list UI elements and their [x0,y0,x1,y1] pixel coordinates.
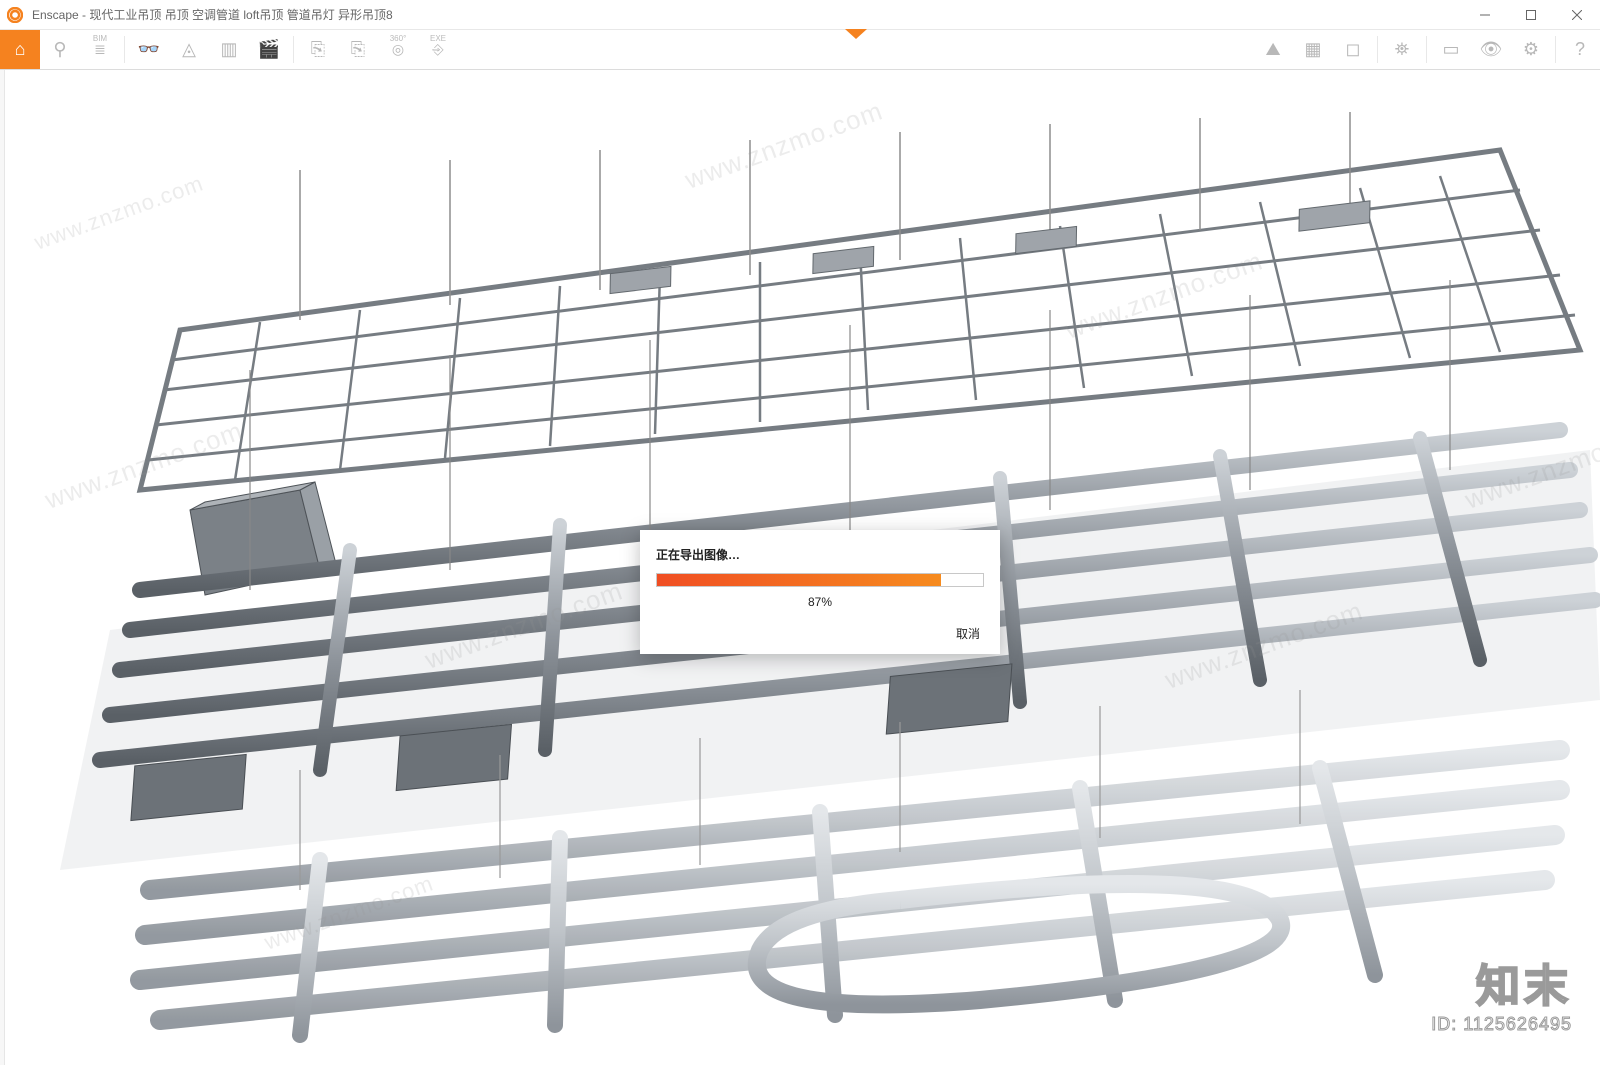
cancel-button[interactable]: 取消 [952,625,984,643]
cube-icon[interactable]: ◻ [1333,30,1373,69]
perspective-icon[interactable]: ◬ [169,30,209,69]
bim-icon[interactable]: ≣BIM [80,30,120,69]
gallery-icon[interactable]: ▦ [1293,30,1333,69]
clapper-icon[interactable]: 🎬 [249,30,289,69]
progress-percent: 87% [656,595,984,609]
toolbar-notch-icon [845,29,867,39]
progress-bar-fill [657,574,941,586]
app-logo-icon [0,0,30,30]
pin-icon[interactable]: ⚲ [40,30,80,69]
buildings-icon[interactable]: ▥ [209,30,249,69]
window-minimize-button[interactable] [1462,0,1508,30]
dialog-title: 正在导出图像… [656,546,984,563]
vr-icon[interactable]: ▭ [1431,30,1471,69]
eye-icon[interactable]: 👁 [1471,30,1511,69]
people-icon[interactable]: ⛯ [1382,30,1422,69]
window-maximize-button[interactable] [1508,0,1554,30]
export-exe-icon[interactable]: ⎆EXE [418,30,458,69]
home-icon[interactable]: ⌂ [0,30,40,69]
progress-bar [656,573,984,587]
export-pano-icon[interactable]: ◎360° [378,30,418,69]
export-batch-icon[interactable]: ⎘ [338,30,378,69]
help-icon[interactable]: ? [1560,30,1600,69]
export-progress-dialog: 正在导出图像… 87% 取消 [640,530,1000,654]
binoculars-icon[interactable]: 👓 [129,30,169,69]
viewport-3d[interactable]: www.znzmo.com www.znzmo.com www.znzmo.co… [0,70,1600,1065]
toolbar: ⌂⚲≣BIM👓◬▥🎬⎘⎘◎360°⎆EXE ⛰▦◻⛯▭👁⚙? [0,30,1600,70]
titlebar: Enscape - 现代工业吊顶 吊顶 空调管道 loft吊顶 管道吊灯 异形吊… [0,0,1600,30]
settings-icon[interactable]: ⚙ [1511,30,1551,69]
window-close-button[interactable] [1554,0,1600,30]
window-title: Enscape - 现代工业吊顶 吊顶 空调管道 loft吊顶 管道吊灯 异形吊… [30,6,393,23]
map-icon[interactable]: ⛰ [1253,30,1293,69]
export-image-icon[interactable]: ⎘ [298,30,338,69]
